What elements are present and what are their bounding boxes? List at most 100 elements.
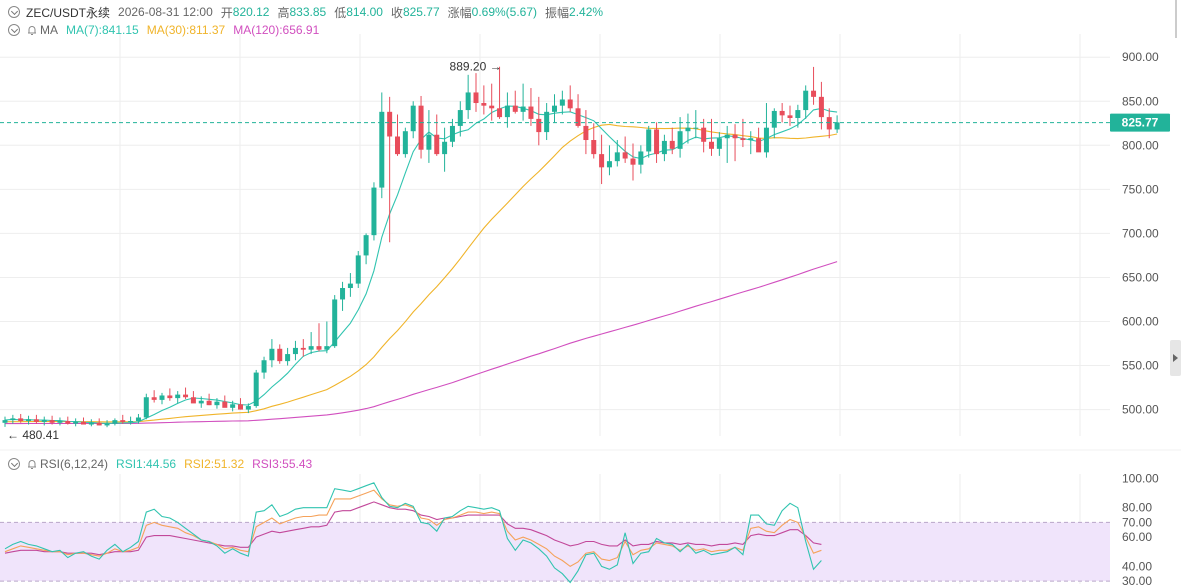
candle-body — [10, 418, 16, 421]
candle-body — [65, 421, 71, 424]
candle-body — [803, 90, 809, 111]
candle-body — [143, 397, 149, 418]
candle-body — [198, 400, 204, 404]
candle-body — [300, 347, 306, 350]
candle-body — [732, 134, 738, 139]
low-value: 814.00 — [346, 5, 383, 19]
min-price-label: ← 480.41 — [7, 428, 59, 442]
ma-label[interactable]: MA — [40, 23, 58, 37]
candle-body — [387, 111, 393, 137]
y-tick-label: 550.00 — [1122, 359, 1159, 373]
ma120-value: MA(120):656.91 — [233, 23, 320, 37]
ohlc-header: ZEC/USDT永续 2026-08-31 12:00 开 820.12 高 8… — [8, 4, 611, 20]
candle-body — [646, 129, 652, 152]
rsi2-value: RSI2:51.32 — [184, 457, 245, 471]
candle-body — [489, 105, 495, 109]
candle-body — [716, 138, 722, 149]
candle-body — [630, 158, 636, 165]
candle-body — [567, 99, 573, 109]
ma30-value: MA(30):811.37 — [146, 23, 226, 37]
candle-body — [638, 151, 644, 165]
candle-body — [340, 288, 346, 300]
candle-body — [222, 401, 228, 408]
candle-body — [2, 420, 8, 423]
candle-body — [756, 138, 762, 153]
candle-body — [442, 141, 448, 155]
candle-body — [371, 187, 377, 236]
collapse-icon[interactable] — [8, 458, 20, 470]
candle-body — [544, 111, 550, 133]
rsi-tick-label: 30.00 — [1122, 574, 1152, 588]
candle-body — [622, 152, 628, 159]
low-label: 低 — [334, 5, 347, 20]
candle-body — [120, 420, 126, 422]
y-tick-label: 850.00 — [1122, 94, 1159, 108]
high-label: 高 — [277, 5, 290, 20]
candle-body — [528, 106, 534, 119]
candle-body — [347, 283, 353, 289]
candle-body — [512, 105, 518, 112]
candle-body — [811, 90, 817, 97]
candle-body — [740, 138, 746, 141]
candle-body — [253, 372, 259, 407]
rsi-label[interactable]: RSI(6,12,24) — [40, 457, 109, 471]
collapse-icon[interactable] — [8, 24, 20, 36]
bell-icon[interactable] — [26, 24, 38, 36]
collapse-icon[interactable] — [8, 6, 20, 18]
candle-body — [583, 125, 589, 141]
candle-body — [826, 117, 832, 130]
candle-body — [677, 131, 683, 149]
rsi-legend: RSI(6,12,24) RSI1:44.56 RSI2:51.32 RSI3:… — [8, 456, 320, 472]
candle-body — [709, 141, 714, 149]
close-label: 收 — [390, 5, 403, 20]
candle-body — [285, 354, 291, 362]
candle-body — [818, 96, 824, 118]
candle-body — [481, 103, 487, 106]
candle-body — [693, 127, 699, 129]
candle-body — [175, 394, 181, 399]
candle-body — [771, 110, 777, 128]
candle-body — [261, 360, 267, 373]
candle-body — [661, 140, 667, 155]
candle-body — [135, 417, 141, 422]
candle-body — [88, 422, 94, 425]
candle-body — [57, 421, 63, 423]
candle-body — [520, 106, 526, 112]
candle-body — [426, 134, 432, 150]
candle-body — [591, 140, 597, 155]
candle-body — [552, 105, 557, 112]
candle-body — [685, 127, 691, 132]
candle-body — [167, 395, 173, 399]
rsi-line-rsi1 — [4, 482, 822, 584]
y-tick-label: 700.00 — [1122, 226, 1159, 240]
candle-body — [238, 404, 243, 410]
bell-icon[interactable] — [26, 458, 38, 470]
side-panel-toggle[interactable] — [1170, 340, 1181, 376]
candle-body — [834, 122, 840, 130]
candle-body — [669, 140, 675, 149]
candle-body — [183, 394, 189, 398]
candle-body — [504, 105, 510, 118]
candle-body — [748, 138, 754, 141]
candle-body — [654, 129, 660, 155]
rsi-tick-label: 60.00 — [1122, 530, 1152, 544]
ma120-line — [5, 261, 838, 425]
change-value: 0.69%(5.67) — [471, 5, 538, 19]
candle-body — [363, 235, 369, 256]
candle-body — [575, 108, 581, 126]
candle-body — [18, 418, 24, 422]
candle-body — [332, 299, 338, 347]
scrollbar[interactable] — [1175, 0, 1177, 38]
candle-body — [606, 161, 612, 168]
candle-body — [308, 346, 314, 350]
candle-body — [434, 134, 440, 155]
candle-body — [724, 134, 730, 139]
candle-body — [49, 420, 55, 423]
open-label: 开 — [220, 5, 233, 20]
candle-body — [206, 400, 212, 406]
ma-legend: MA MA(7):841.15 MA(30):811.37 MA(120):65… — [8, 22, 327, 38]
last-price-tag — [1110, 113, 1170, 132]
candle-body — [41, 420, 47, 422]
candle-body — [614, 152, 620, 162]
